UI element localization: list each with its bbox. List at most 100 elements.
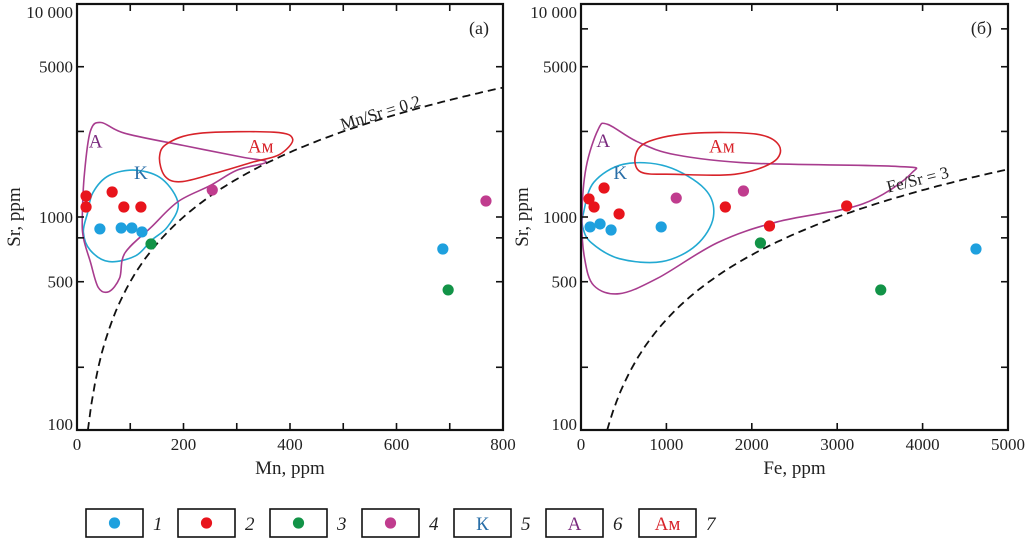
y-tick-label: 1000: [39, 208, 73, 227]
panel-label: (a): [469, 18, 489, 39]
data-point-group-1: [594, 218, 606, 230]
data-point-group-2: [80, 190, 92, 202]
y-tick-label: 10 000: [530, 3, 577, 22]
legend-marker-dot: [292, 517, 305, 529]
data-point-group-1: [970, 243, 982, 255]
x-tick-label: 800: [490, 435, 516, 454]
data-point-group-2: [598, 182, 610, 194]
data-point-group-2: [613, 208, 625, 220]
data-point-group-3: [875, 284, 887, 296]
x-tick-label: 2000: [735, 435, 769, 454]
data-point-group-4: [480, 195, 492, 207]
legend-item-2: 2: [177, 508, 255, 538]
data-point-group-3: [754, 237, 767, 249]
field-outline-am: [158, 130, 294, 183]
y-tick-label: 5000: [39, 58, 73, 77]
data-point-group-1: [126, 222, 138, 234]
legend-number: 6: [613, 514, 623, 535]
data-point-group-2: [583, 193, 595, 205]
x-axis-title: Mn, ppm: [255, 458, 325, 479]
legend-box: [269, 508, 328, 538]
y-tick-label: 100: [48, 415, 74, 434]
data-point-group-1: [94, 223, 106, 235]
x-tick-label: 600: [384, 435, 410, 454]
y-tick-label: 500: [552, 273, 578, 292]
x-tick-label: 3000: [820, 435, 854, 454]
data-point-group-2: [841, 200, 853, 212]
x-tick-label: 0: [577, 435, 586, 454]
x-axis-title: Fe, ppm: [763, 458, 826, 479]
legend-box: [361, 508, 420, 538]
field-outline-k: [581, 161, 715, 264]
y-tick-label: 10 000: [26, 3, 73, 22]
data-point-group-2: [588, 201, 600, 213]
y-axis-title: Sr, ppm: [512, 187, 533, 247]
x-tick-label: 4000: [906, 435, 940, 454]
legend-marker-text: Ам: [655, 514, 681, 535]
plot-frame: [75, 2, 505, 432]
legend-box: [545, 508, 604, 538]
data-point-group-1: [605, 224, 617, 236]
data-point-group-1: [115, 222, 127, 234]
data-point-group-3: [145, 238, 157, 250]
data-point-group-4: [737, 185, 750, 197]
data-point-group-2: [80, 201, 92, 213]
data-point-group-4: [670, 192, 682, 204]
data-point-group-1: [136, 226, 148, 238]
y-tick-label: 100: [552, 415, 578, 434]
field-label-am: Ам: [248, 136, 274, 157]
legend: 1 2 3 4 К 5 А 6 Ам 7: [85, 508, 717, 538]
legend-box: [638, 508, 697, 538]
legend-item-1: 1: [85, 508, 163, 538]
legend-marker-dot: [384, 517, 397, 529]
data-point-group-2: [118, 201, 130, 213]
data-point-group-1: [584, 221, 596, 233]
ratio-line-label: Mn/Sr = 0.2: [338, 92, 423, 134]
legend-number: 1: [153, 514, 163, 535]
legend-marker-dot: [108, 517, 121, 529]
data-point-group-1: [437, 243, 449, 255]
ratio-line-label: Fe/Sr = 3: [885, 163, 951, 197]
legend-number: 7: [706, 514, 717, 535]
x-tick-label: 200: [171, 435, 197, 454]
y-tick-label: 500: [48, 273, 74, 292]
legend-marker-text: А: [568, 514, 582, 535]
ratio-line: [87, 86, 504, 431]
panel-a: K A Ам Mn/Sr = 0.2 0 200 400 600 800 100 500 1000 50…: [4, 2, 516, 479]
legend-number: 3: [336, 514, 347, 535]
field-label-k: K: [613, 163, 627, 184]
legend-item-7: Ам 7: [638, 508, 717, 538]
field-outline-am: [634, 131, 782, 177]
y-tick-label: 1000: [543, 208, 577, 227]
x-tick-label: 0: [73, 435, 82, 454]
field-label-a: A: [596, 131, 610, 152]
x-tick-label: 1000: [649, 435, 683, 454]
y-axis-title: Sr, ppm: [4, 187, 25, 247]
legend-item-4: 4: [361, 508, 439, 538]
panel-label: (б): [971, 18, 992, 39]
legend-number: 2: [245, 514, 255, 535]
data-point-group-2: [763, 220, 776, 232]
plot-frame: [579, 2, 1010, 432]
legend-marker-dot: [200, 517, 213, 529]
data-point-group-2: [106, 186, 118, 198]
legend-marker-text: К: [476, 514, 489, 535]
data-point-group-3: [442, 284, 454, 296]
legend-box: [453, 508, 512, 538]
legend-number: 5: [521, 514, 531, 535]
data-point-group-4: [206, 184, 218, 196]
field-outline-a: [81, 121, 267, 294]
legend-item-3: 3: [269, 508, 347, 538]
field-label-a: A: [89, 132, 103, 153]
data-point-group-1: [655, 221, 667, 233]
x-tick-label: 400: [277, 435, 303, 454]
data-point-group-2: [135, 201, 147, 213]
field-label-k: K: [134, 163, 148, 184]
x-tick-label: 5000: [991, 435, 1025, 454]
panel-b: KA Ам Fe/Sr = 3 0 1000 2000 3000 4000 5000 100 500…: [512, 2, 1025, 479]
legend-number: 4: [429, 514, 439, 535]
field-outline-a: [581, 122, 918, 295]
